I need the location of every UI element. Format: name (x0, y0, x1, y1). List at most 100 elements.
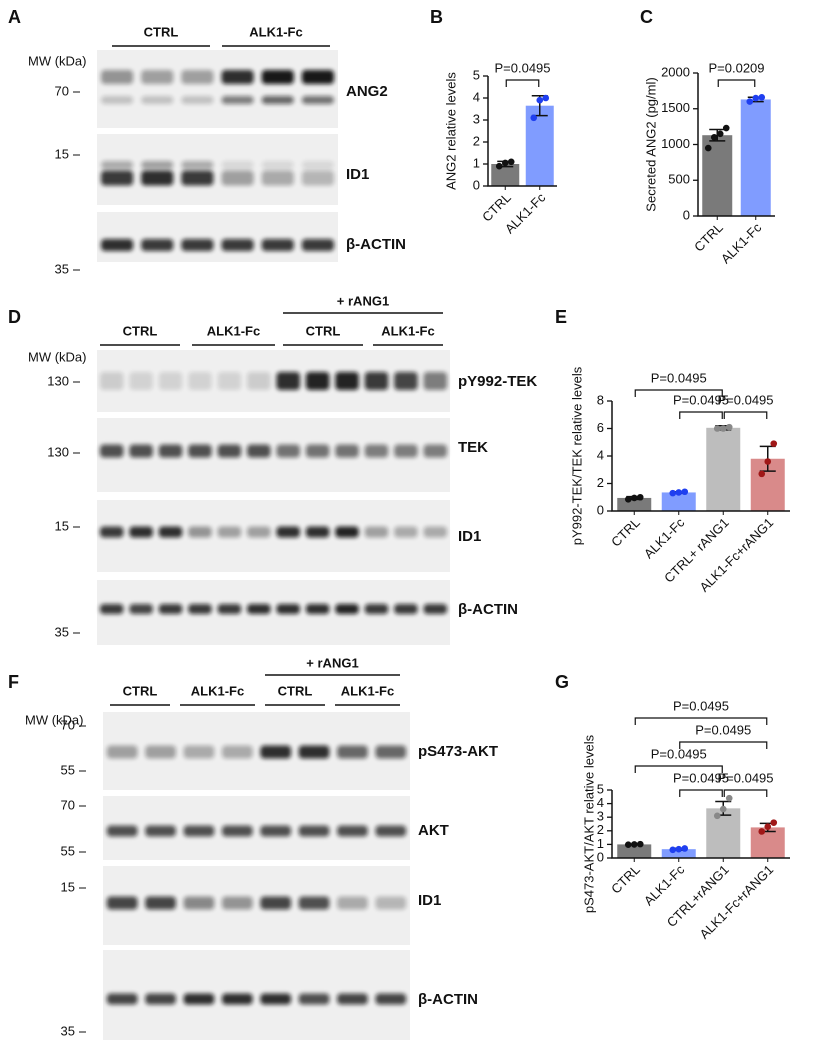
data-point (675, 489, 683, 496)
blot-band (221, 825, 253, 837)
panel-letter: G (555, 672, 569, 692)
blot-band (145, 745, 176, 759)
treatment-label: + rANG1 (306, 655, 358, 670)
panel-letter: E (555, 307, 567, 327)
group-label: ALK1-Fc (191, 683, 244, 698)
y-tick-label: 2 (597, 475, 604, 490)
data-point (675, 845, 683, 853)
protein-label: pY992-TEK (458, 373, 537, 390)
mw-marker: 15 (55, 146, 69, 161)
y-tick-label: 4 (597, 447, 604, 462)
x-tick-label: CTRL (608, 515, 643, 550)
y-tick-label: 1 (473, 155, 480, 170)
data-point (542, 94, 550, 102)
blot-band (423, 444, 448, 458)
blot-band (183, 745, 215, 759)
significance-bracket (505, 79, 540, 87)
blot-band (337, 896, 368, 910)
blot-band (375, 993, 407, 1005)
blot-band (221, 170, 254, 186)
blot-band (221, 239, 254, 251)
panel-letter: C (640, 7, 653, 27)
y-tick-label: 1000 (661, 136, 690, 151)
blot-band (181, 161, 214, 169)
protein-label: AKT (418, 822, 449, 839)
blot-band (423, 372, 448, 390)
protein-label: ID1 (458, 528, 481, 545)
bar (661, 849, 696, 858)
blot-band (221, 993, 253, 1005)
blot-band (247, 372, 271, 390)
blot-membrane (97, 350, 450, 412)
p-value: P=0.0495 (695, 722, 751, 737)
y-tick-label: 2 (597, 822, 604, 837)
blot-membrane (97, 134, 338, 205)
y-tick-label: 4 (473, 89, 480, 104)
blot-band (181, 96, 214, 104)
blot-band (298, 993, 330, 1005)
data-point (722, 124, 730, 132)
blot-band (129, 526, 153, 538)
data-point (501, 159, 509, 167)
blot-band (364, 372, 389, 390)
axes (611, 790, 790, 859)
blot-band (183, 825, 215, 837)
mw-marker: 55 (61, 762, 75, 777)
y-tick-label: 0 (473, 177, 480, 192)
y-tick-label: 5 (597, 781, 604, 796)
blot-band (158, 604, 183, 614)
group-label: ALK1-Fc (381, 323, 434, 338)
y-tick-label: 0 (597, 849, 604, 864)
blot-band (394, 604, 418, 614)
data-point (719, 425, 727, 432)
x-tick-label: CTRL (691, 220, 726, 255)
blot-band (99, 526, 124, 538)
blot-band (141, 161, 174, 169)
data-point (704, 144, 712, 152)
group-label: CTRL (278, 683, 313, 698)
blot-band (99, 372, 124, 390)
blot-band (337, 745, 368, 759)
protein-label: ID1 (346, 166, 369, 183)
blot-band (101, 70, 134, 84)
blot-band (301, 70, 334, 84)
blot-band (298, 745, 330, 759)
significance-bracket (679, 411, 723, 419)
blot-band (217, 604, 242, 614)
blot-band (221, 161, 254, 169)
blot-band (99, 604, 124, 614)
protein-label: TEK (458, 439, 488, 456)
significance-bracket (634, 765, 723, 773)
group-label: ALK1-Fc (249, 24, 302, 39)
blot-band (129, 604, 153, 614)
mw-marker: 15 (55, 518, 69, 533)
y-tick-label: 8 (597, 392, 604, 407)
blot-band (141, 239, 174, 251)
group-label: CTRL (306, 323, 341, 338)
mw-marker: 55 (61, 843, 75, 858)
blot-band (221, 745, 253, 759)
blot-band (260, 896, 292, 910)
mw-label: MW (kDa) (28, 349, 87, 364)
blot-band (158, 526, 183, 538)
blot-band (337, 993, 368, 1005)
blot-band (276, 604, 300, 614)
data-point (719, 805, 727, 813)
data-point (713, 812, 721, 820)
group-label: CTRL (123, 323, 158, 338)
blot-band (221, 70, 254, 84)
data-point (710, 134, 718, 141)
panel-letter: F (8, 672, 19, 692)
panel-letter: D (8, 307, 21, 327)
data-point (764, 458, 772, 465)
p-value: P=0.0209 (708, 60, 764, 75)
blot-membrane (97, 212, 338, 262)
bar (617, 844, 652, 858)
group-label: CTRL (123, 683, 158, 698)
axes (611, 401, 790, 512)
blot-band (141, 70, 174, 84)
p-value: P=0.0495 (673, 698, 729, 713)
y-tick-label: 6 (597, 420, 604, 435)
